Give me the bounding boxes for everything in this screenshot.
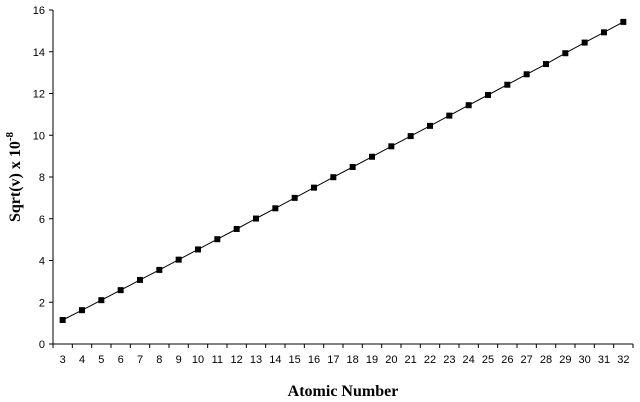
y-tick-label: 10 [33,130,45,142]
data-point [523,71,530,78]
x-tick-label: 28 [540,354,552,366]
data-point [98,297,105,304]
x-tick-label: 16 [308,354,320,366]
x-tick-label: 14 [269,354,281,366]
x-tick-label: 26 [501,354,513,366]
x-tick-label: 31 [598,354,610,366]
data-point [330,174,337,181]
data-point [253,215,259,222]
y-tick-label: 14 [33,47,45,59]
x-tick-label: 10 [192,354,204,366]
data-point [543,61,549,68]
x-tick-label: 23 [443,354,455,366]
x-tick-label: 15 [289,354,301,366]
x-tick-label: 8 [156,354,162,366]
data-point [427,122,433,129]
data-point [233,225,240,232]
data-point [601,29,607,36]
x-tick-label: 9 [176,354,182,366]
y-tick-label: 2 [39,297,45,309]
x-tick-label: 12 [231,354,243,366]
y-axis-title: Sqrt(v) x 10-8 [4,131,24,222]
y-axis-title-exponent: -8 [4,131,16,141]
y-tick-label: 12 [33,89,45,101]
x-tick-label: 30 [579,354,591,366]
x-tick-label: 4 [79,354,85,366]
data-point [59,316,66,323]
data-point [272,205,279,212]
y-tick-label: 0 [39,339,45,351]
x-tick-label: 18 [347,354,359,366]
x-tick-label: 11 [212,354,223,366]
x-tick-label: 20 [385,354,397,366]
data-point [291,194,298,201]
data-point [195,246,201,253]
y-axis-title-main: Sqrt(v) x 10 [7,141,24,222]
x-tick-label: 13 [250,354,262,366]
x-tick-label: 29 [559,354,571,366]
x-tick-label: 32 [617,354,629,366]
x-axis-title: Atomic Number [288,383,399,400]
series-line [62,21,624,321]
data-markers [59,18,627,323]
y-tick-label: 6 [39,214,45,226]
data-point [388,143,395,150]
data-point [446,112,453,119]
data-point [175,256,182,263]
data-point [369,153,375,160]
y-ticks: 0 2 4 6 8 10 12 14 16 [33,5,53,351]
x-tick-label: 25 [482,354,494,366]
x-tick-label: 22 [424,354,436,366]
data-point [581,39,588,46]
y-tick-label: 4 [39,256,45,268]
data-point [620,18,627,25]
y-tick-label: 8 [39,172,45,184]
x-tick-label: 24 [463,354,475,366]
x-tick-label: 27 [521,354,533,366]
data-point [504,81,511,88]
data-point [407,133,414,140]
x-tick-label: 21 [405,354,417,366]
data-point [562,50,569,57]
data-point [117,287,124,294]
data-point [137,276,143,283]
x-tick-label: 3 [60,354,66,366]
data-point [465,102,472,109]
data-point [349,163,356,170]
x-tick-label: 17 [327,354,339,366]
x-ticks: 3 4 5 6 7 8 9 10 11 12 13 14 15 16 17 18 19 20 21 22 23 24 25 2… [52,344,634,366]
y-tick-label: 16 [33,5,45,17]
x-tick-label: 19 [366,354,378,366]
data-point [156,266,163,273]
x-tick-label: 7 [137,354,143,366]
data-point [214,236,221,243]
data-point [311,184,317,191]
x-tick-label: 6 [118,354,124,366]
x-tick-label: 5 [98,354,104,366]
data-point [485,91,491,98]
data-point [79,307,85,314]
